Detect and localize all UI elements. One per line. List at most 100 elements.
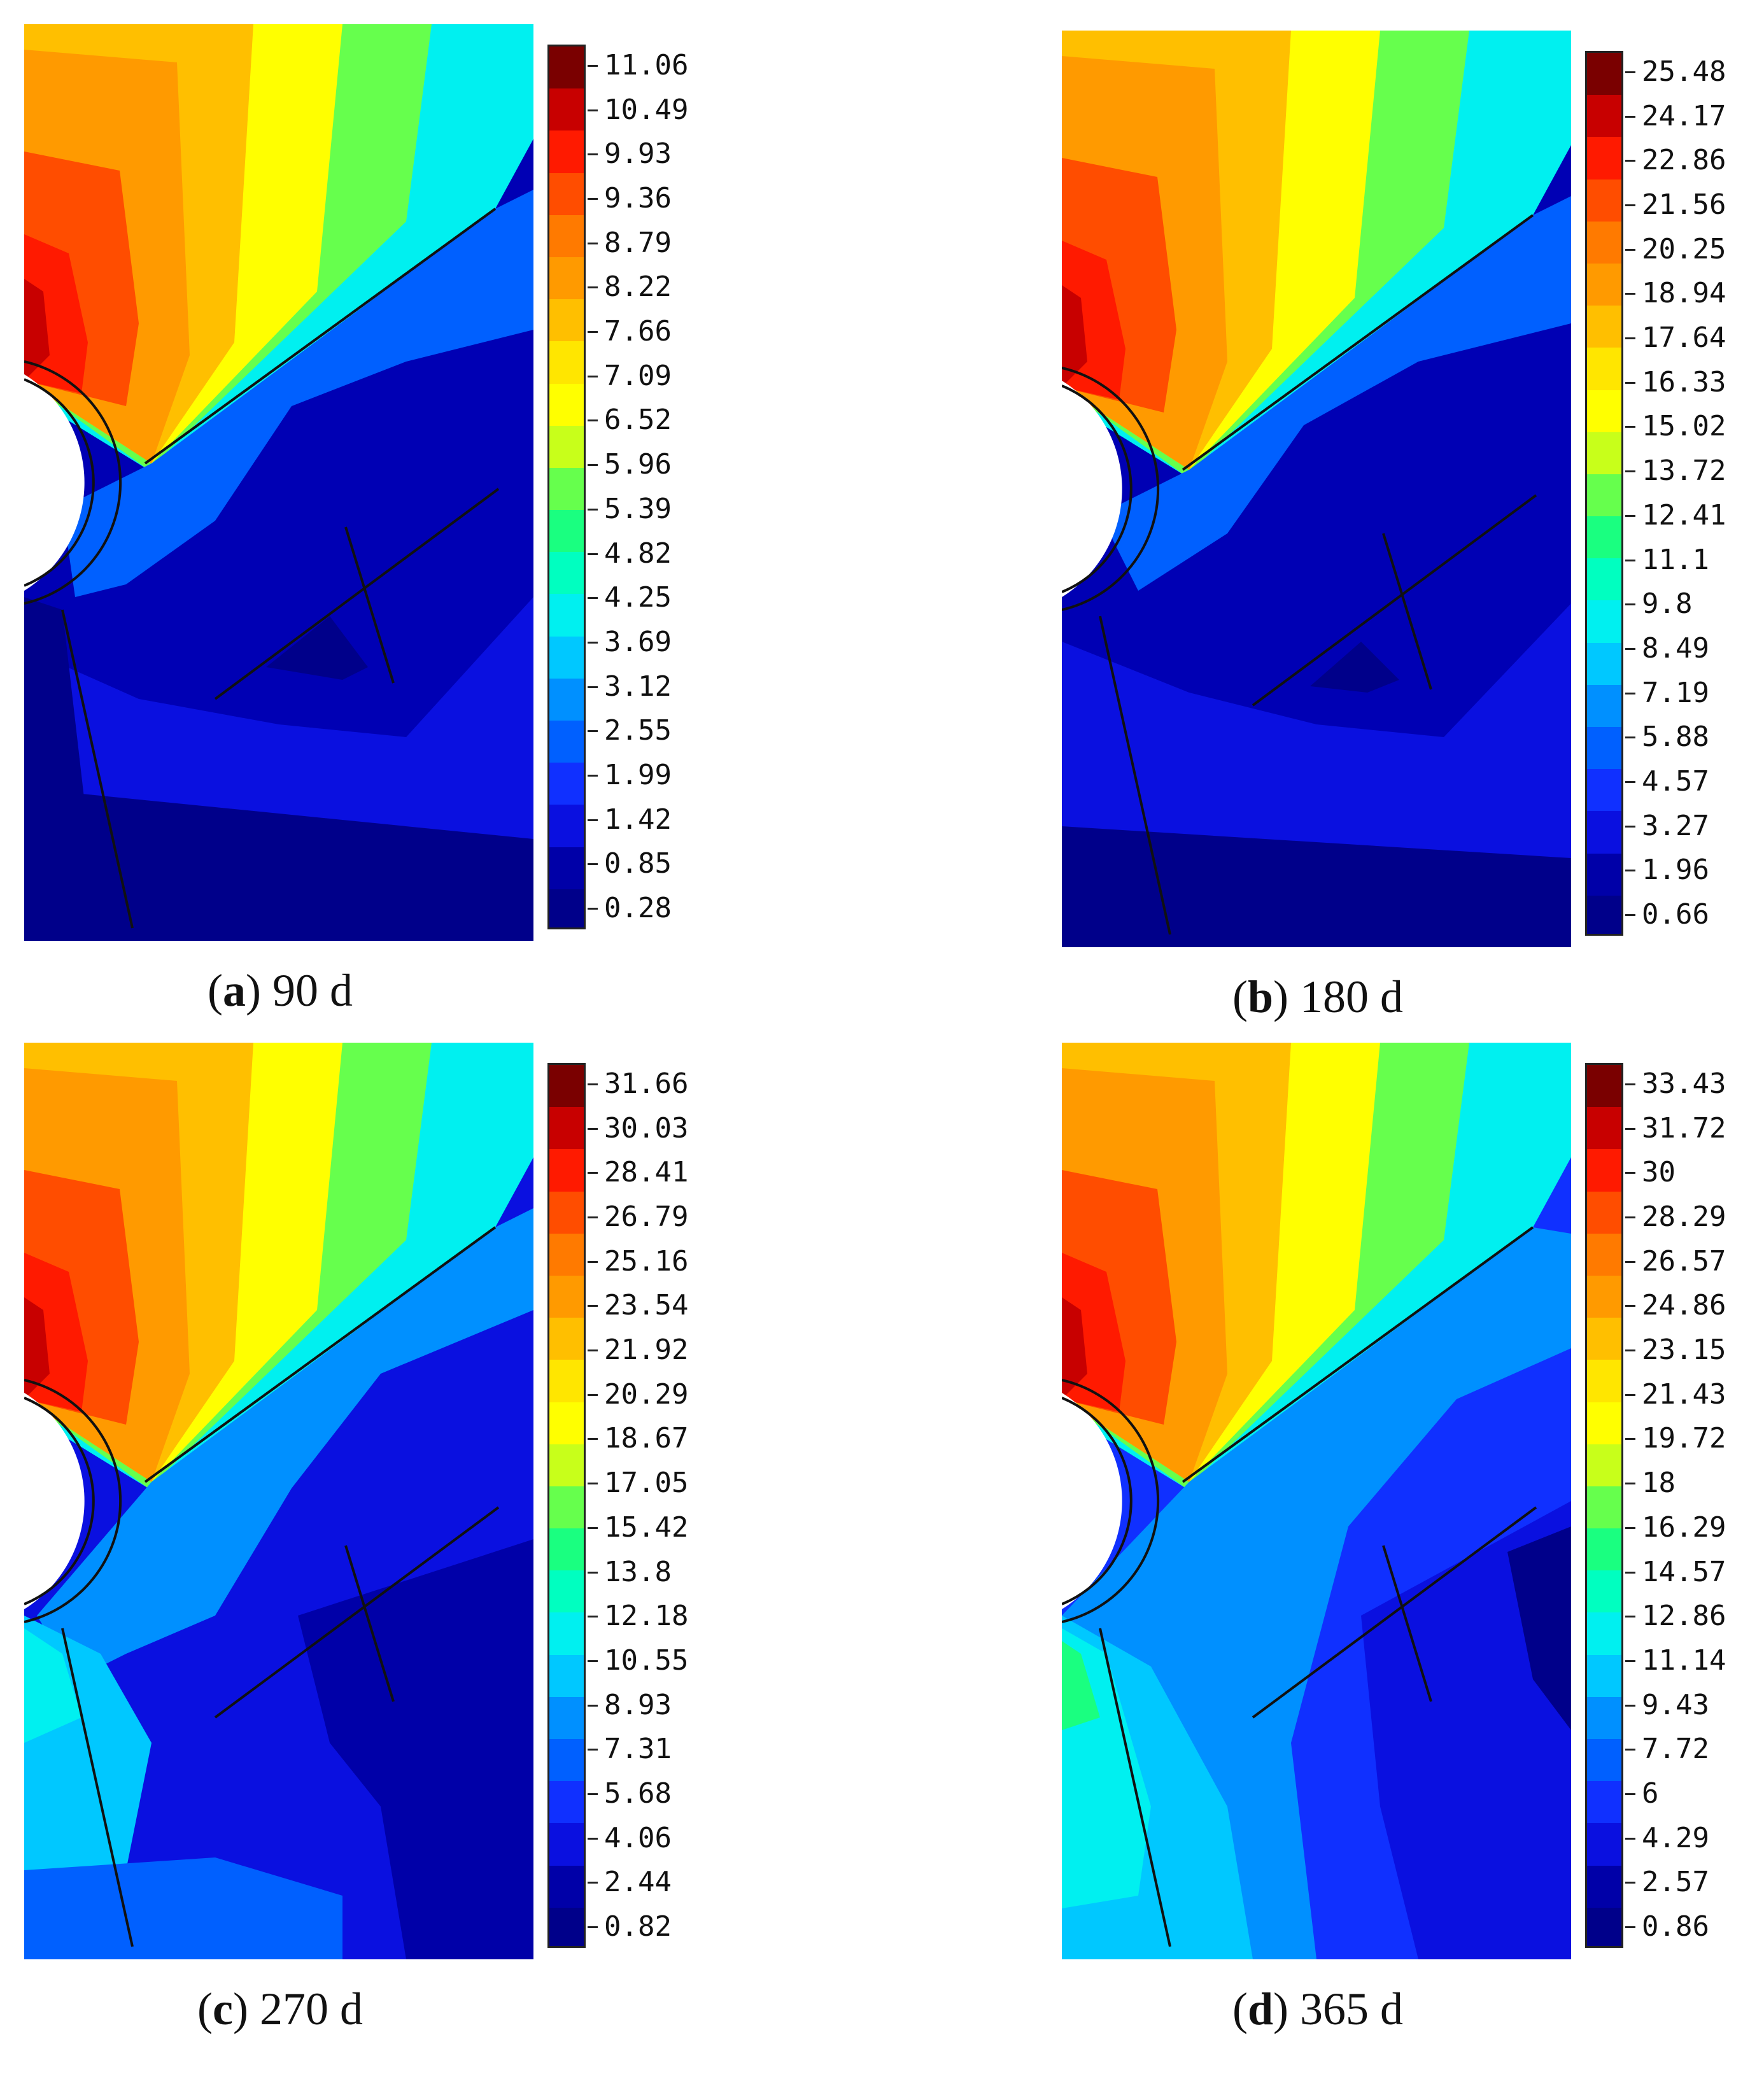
colorbar-tick: 0.86	[1625, 1908, 1764, 1946]
colorbar-tick: 15.02	[1625, 407, 1764, 446]
colorbar-segment	[1587, 642, 1621, 686]
panel-d: 33.43 31.72 30 28.29 26.57 24.86 23.15 21.43 19.…	[1057, 1038, 1764, 2037]
colorbar-tick-mark	[1625, 736, 1635, 739]
colorbar-segment	[1587, 474, 1621, 518]
colorbar-tick-mark	[1625, 647, 1635, 650]
colorbar-tick-label: 30	[1642, 1156, 1676, 1189]
colorbar-tick-label: 7.09	[604, 359, 672, 392]
colorbar-segment	[549, 1654, 584, 1698]
colorbar-tick: 11.1	[1625, 541, 1764, 579]
colorbar-tick-mark	[1625, 1260, 1635, 1263]
colorbar-tick: 20.29	[588, 1376, 740, 1414]
colorbar-tick-mark	[588, 1260, 598, 1263]
colorbar-tick-mark	[1625, 559, 1635, 561]
colorbar-tick: 9.8	[1625, 585, 1764, 623]
colorbar-tick-mark	[588, 1483, 598, 1485]
colorbar-segment	[549, 847, 584, 890]
colorbar-segment	[1587, 53, 1621, 96]
colorbar-tick-label: 8.79	[604, 226, 672, 259]
colorbar-tick-label: 21.92	[604, 1334, 689, 1367]
colorbar-tick: 18.94	[1625, 274, 1764, 313]
colorbar-tick-mark	[588, 1616, 598, 1618]
colorbar	[547, 1063, 586, 1948]
colorbar-tick-mark	[1625, 1127, 1635, 1130]
colorbar-segment	[1587, 1570, 1621, 1614]
colorbar-tick-label: 21.43	[1642, 1378, 1726, 1411]
colorbar-tick: 8.79	[588, 224, 740, 262]
colorbar-segment	[1587, 95, 1621, 138]
colorbar-tick: 25.16	[588, 1243, 740, 1281]
colorbar-tick-mark	[1625, 1172, 1635, 1174]
colorbar-segment	[549, 1528, 584, 1572]
colorbar-tick-label: 12.18	[604, 1600, 689, 1633]
colorbar-segment	[1587, 1696, 1621, 1740]
colorbar-tick: 10.55	[588, 1642, 740, 1680]
colorbar-tick-mark	[1625, 692, 1635, 694]
colorbar-segment	[1587, 1065, 1621, 1108]
colorbar-tick: 3.69	[588, 623, 740, 661]
colorbar-segment	[549, 215, 584, 258]
colorbar-tick-mark	[1625, 870, 1635, 872]
colorbar-segment	[549, 1570, 584, 1614]
colorbar-segment	[549, 889, 584, 927]
colorbar-tick-label: 17.05	[604, 1467, 689, 1500]
colorbar-segment	[549, 383, 584, 426]
colorbar-segment	[1587, 306, 1621, 349]
colorbar-tick-mark	[588, 1526, 598, 1529]
colorbar-segment	[549, 510, 584, 553]
colorbar-segment	[1587, 1654, 1621, 1698]
colorbar-tick-mark	[1625, 160, 1635, 162]
colorbar-segment	[549, 1360, 584, 1403]
colorbar-tick-label: 6	[1642, 1777, 1659, 1810]
colorbar-tick-mark	[1625, 293, 1635, 295]
colorbar-segment	[1587, 1612, 1621, 1656]
colorbar-tick: 31.72	[1625, 1110, 1764, 1148]
colorbar-tick: 0.28	[588, 889, 740, 927]
colorbar-tick-label: 2.44	[604, 1866, 672, 1899]
colorbar-tick-label: 18	[1642, 1467, 1676, 1500]
colorbar-tick-label: 4.29	[1642, 1821, 1709, 1854]
colorbar-segment	[549, 425, 584, 469]
colorbar-tick: 8.49	[1625, 630, 1764, 668]
colorbar-tick-label: 12.86	[1642, 1600, 1726, 1633]
colorbar-tick-mark	[1625, 1882, 1635, 1884]
colorbar-tick: 9.36	[588, 180, 740, 218]
colorbar-tick-label: 26.79	[604, 1201, 689, 1234]
colorbar-tick-mark	[588, 198, 598, 201]
colorbar-tick: 26.57	[1625, 1243, 1764, 1281]
colorbar-segment	[549, 88, 584, 132]
panel-b: 25.48 24.17 22.86 21.56 20.25 18.94 17.64 16.33…	[1057, 25, 1764, 1025]
colorbar-segment	[1587, 1233, 1621, 1276]
colorbar-tick: 0.66	[1625, 896, 1764, 934]
colorbar	[547, 45, 586, 929]
colorbar-segment	[549, 1149, 584, 1192]
colorbar-segment	[1587, 1823, 1621, 1866]
colorbar-tick-label: 4.57	[1642, 765, 1709, 798]
colorbar-tick-label: 5.88	[1642, 721, 1709, 754]
colorbar-tick-mark	[1625, 913, 1635, 916]
colorbar-tick-label: 25.16	[604, 1244, 689, 1278]
colorbar-tick-mark	[1625, 825, 1635, 828]
colorbar-tick: 3.27	[1625, 807, 1764, 845]
colorbar-tick-mark	[588, 109, 598, 111]
colorbar-tick: 12.41	[1625, 497, 1764, 535]
colorbar-tick-label: 5.68	[604, 1777, 672, 1810]
colorbar-tick-mark	[588, 553, 598, 555]
colorbar-tick-label: 0.85	[604, 847, 672, 880]
colorbar-tick-mark	[588, 464, 598, 467]
colorbar-tick: 2.57	[1625, 1863, 1764, 1901]
colorbar-segment	[549, 678, 584, 722]
colorbar-tick-mark	[588, 375, 598, 377]
colorbar-segment	[1587, 1107, 1621, 1150]
colorbar-tick-mark	[588, 419, 598, 422]
colorbar-tick-mark	[588, 774, 598, 777]
colorbar-tick: 30	[1625, 1153, 1764, 1192]
colorbar-tick-label: 7.19	[1642, 676, 1709, 709]
colorbar-tick: 21.56	[1625, 186, 1764, 224]
colorbar-segment	[549, 1781, 584, 1824]
colorbar-tick-mark	[1625, 1616, 1635, 1618]
colorbar-segment	[549, 1402, 584, 1445]
colorbar-tick-label: 16.29	[1642, 1511, 1726, 1544]
colorbar-tick: 1.99	[588, 756, 740, 794]
colorbar-tick-mark	[1625, 248, 1635, 251]
